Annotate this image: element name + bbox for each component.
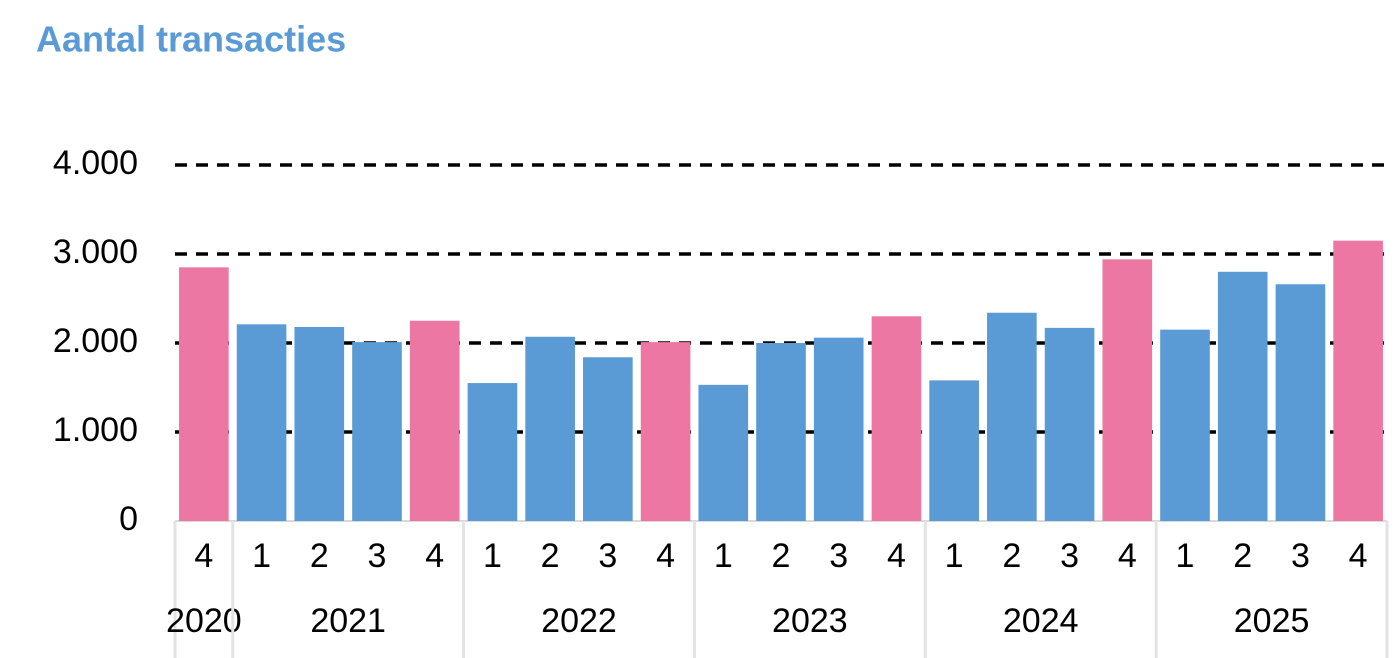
bar: [929, 380, 979, 521]
bar: [352, 342, 402, 521]
x-tick-label: 1: [1176, 537, 1195, 575]
bar: [1160, 329, 1210, 521]
bar: [409, 320, 460, 521]
x-tick-label: 3: [829, 537, 848, 575]
bar: [1333, 240, 1383, 521]
bar: [294, 326, 345, 521]
x-tick-label: 3: [1291, 537, 1310, 575]
x-group-label: 2021: [310, 602, 386, 640]
bar: [698, 384, 749, 521]
bar: [1217, 271, 1268, 521]
x-tick-label: 4: [1118, 537, 1137, 575]
bar: [987, 312, 1037, 521]
bar: [467, 383, 518, 521]
x-group-label: 2020: [166, 602, 242, 640]
bar: [1102, 259, 1153, 521]
x-tick-label: 4: [425, 537, 444, 575]
bar: [871, 316, 922, 521]
y-tick-label: 2.000: [53, 322, 138, 360]
x-tick-label: 2: [541, 537, 560, 575]
x-group-label: 2022: [541, 602, 617, 640]
x-tick-label: 4: [1349, 537, 1368, 575]
bar: [236, 324, 287, 521]
x-group-label: 2024: [1003, 602, 1079, 640]
x-tick-label: 2: [772, 537, 791, 575]
y-tick-label: 4.000: [53, 144, 138, 182]
bar: [583, 357, 633, 521]
x-tick-label: 1: [714, 537, 733, 575]
x-tick-label: 2: [310, 537, 329, 575]
x-tick-label: 3: [598, 537, 617, 575]
x-tick-label: 1: [252, 537, 271, 575]
x-tick-label: 1: [483, 537, 502, 575]
bar: [756, 343, 806, 521]
x-tick-label: 3: [368, 537, 387, 575]
x-tick-label: 1: [945, 537, 964, 575]
y-tick-label: 1.000: [53, 411, 138, 449]
x-tick-label: 2: [1233, 537, 1252, 575]
y-tick-label: 0: [119, 500, 138, 538]
x-tick-label: 4: [656, 537, 675, 575]
x-group-label: 2025: [1234, 602, 1310, 640]
bar: [525, 336, 575, 521]
y-tick-label: 3.000: [53, 233, 138, 271]
x-tick-label: 3: [1060, 537, 1079, 575]
bar: [813, 337, 864, 521]
x-group-label: 2023: [772, 602, 848, 640]
x-tick-label: 4: [887, 537, 906, 575]
bar: [179, 267, 229, 521]
bar: [640, 342, 691, 521]
bar: [1275, 284, 1326, 521]
x-tick-label: 2: [1002, 537, 1021, 575]
x-tick-label: 4: [194, 537, 213, 575]
bar: [1044, 327, 1095, 521]
chart-title: Aantal transacties: [36, 19, 346, 60]
